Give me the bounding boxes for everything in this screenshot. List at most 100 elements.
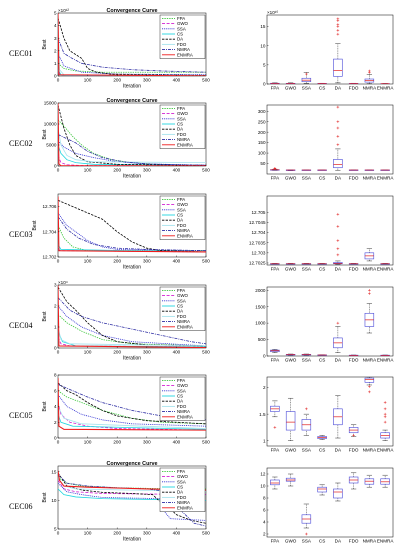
legend-label-ssa: SSA	[177, 26, 186, 31]
outlier-marker	[336, 32, 340, 36]
outlier-marker	[368, 292, 371, 295]
box-da	[333, 17, 343, 84]
x-tick-label-da: DA	[335, 448, 342, 453]
convergence-plot: ×10⁴ 0 100 200 300 400 500 Iteration 0 1 2 3 Best FPA…	[42, 280, 210, 362]
box-group	[270, 212, 390, 265]
box-cs	[317, 484, 327, 496]
box-fpa	[270, 349, 280, 353]
legend-label-nmra: NMRA	[177, 47, 190, 52]
box-gwo	[285, 353, 296, 356]
series-line-enmra	[58, 196, 206, 253]
box-fpa	[270, 167, 280, 171]
iqr-box	[333, 159, 343, 169]
y-tick-label: 4	[54, 404, 57, 409]
legend-label-enmra: ENMRA	[177, 142, 193, 147]
row-label: CEC01	[9, 49, 33, 58]
legend-label-ssa: SSA	[177, 388, 186, 393]
x-tick-label: 100	[84, 350, 92, 355]
box-gwo	[285, 473, 296, 487]
box-gwo	[285, 82, 296, 84]
legend-label-gwo: GWO	[177, 111, 189, 116]
x-tick-label-gwo: GWO	[285, 358, 297, 363]
outlier-marker	[336, 23, 340, 26]
row-label: CEC05	[9, 411, 33, 420]
row-cec06: CEC06 Convergence Curve 0 100 200 300 400 500 It…	[9, 461, 394, 544]
legend-label-fpa: FPA	[177, 197, 185, 202]
x-tick-label: 300	[143, 440, 151, 445]
x-axis-label: Iteration	[123, 84, 141, 90]
outlier-marker	[305, 407, 308, 411]
series-line-fpa	[58, 63, 206, 73]
x-axis-label: Iteration	[123, 174, 141, 180]
box-fdo	[348, 354, 359, 356]
legend-label-enmra: ENMRA	[177, 414, 193, 419]
series-line-fpa	[58, 225, 206, 252]
y-tick-label: 0	[263, 354, 266, 359]
y-exponent-label: ×10¹²	[58, 8, 69, 13]
y-tick-label: 50	[260, 161, 266, 166]
x-tick-label-fpa: FPA	[271, 358, 281, 363]
series-line-ssa	[58, 305, 206, 347]
legend-box	[159, 104, 206, 149]
series-line-ssa	[58, 482, 206, 521]
x-tick-label-da: DA	[335, 358, 342, 363]
x-axis-label: Iteration	[123, 356, 141, 362]
curve-group	[58, 13, 206, 76]
legend-label-ssa: SSA	[177, 207, 186, 212]
box-group	[270, 472, 390, 536]
y-tick-label: 300	[258, 109, 266, 114]
y-tick-label: 12.702	[42, 255, 56, 260]
y-tick-label: 4	[54, 23, 57, 28]
box-da	[333, 395, 343, 439]
x-tick-label: 500	[202, 531, 210, 536]
y-axis-label: Best	[42, 492, 48, 503]
x-tick-label-cs: CS	[319, 358, 325, 363]
y-tick-label: 3	[54, 36, 57, 41]
legend-label-ssa: SSA	[177, 479, 186, 484]
x-tick-label: 100	[84, 259, 92, 264]
box-cs	[317, 83, 327, 84]
plot-frame	[266, 467, 394, 538]
y-tick-label: 12.7025	[249, 261, 266, 266]
x-tick-label-da: DA	[335, 86, 342, 91]
y-tick-label: 10	[51, 498, 57, 503]
x-tick-label: 100	[84, 531, 92, 536]
y-tick-label: 15	[260, 24, 266, 29]
legend-label-gwo: GWO	[177, 474, 189, 479]
x-tick-label-ssa: SSA	[302, 539, 312, 544]
y-tick-label: 5	[263, 62, 266, 67]
outlier-marker	[383, 415, 387, 419]
x-tick-label: 500	[202, 259, 210, 264]
x-tick-label-fdo: FDO	[349, 86, 359, 91]
plot-frame	[266, 14, 394, 85]
outlier-marker	[336, 143, 340, 147]
y-tick-label: 10	[260, 484, 266, 489]
x-tick-label: 400	[173, 350, 181, 355]
y-axis-label: Best	[42, 129, 48, 140]
y-tick-label: 10000	[44, 122, 57, 127]
legend-label-fdo: FDO	[177, 404, 187, 409]
y-exponent-label: ×10¹⁰	[267, 10, 278, 15]
series-line-ssa	[58, 394, 206, 427]
outlier-marker	[383, 412, 387, 416]
legend-label-gwo: GWO	[177, 293, 189, 298]
box-ssa	[301, 407, 312, 436]
series-line-da	[58, 105, 206, 166]
x-tick-label-da: DA	[335, 267, 342, 272]
outlier-marker	[305, 532, 308, 536]
y-tick-label: 0	[54, 164, 57, 169]
legend-label-enmra: ENMRA	[177, 505, 193, 510]
x-tick-label-cs: CS	[319, 86, 325, 91]
x-tick-label-ssa: SSA	[302, 176, 312, 181]
y-exponent-label: ×10⁴	[58, 280, 68, 285]
y-tick-label: 12	[260, 472, 266, 477]
box-enmra	[380, 83, 390, 84]
legend-label-fpa: FPA	[177, 16, 185, 21]
outlier-marker	[383, 407, 387, 411]
series-line-cs	[58, 144, 206, 166]
x-tick-label-enmra: ENMRA	[377, 176, 395, 181]
x-tick-label: 500	[202, 350, 210, 355]
